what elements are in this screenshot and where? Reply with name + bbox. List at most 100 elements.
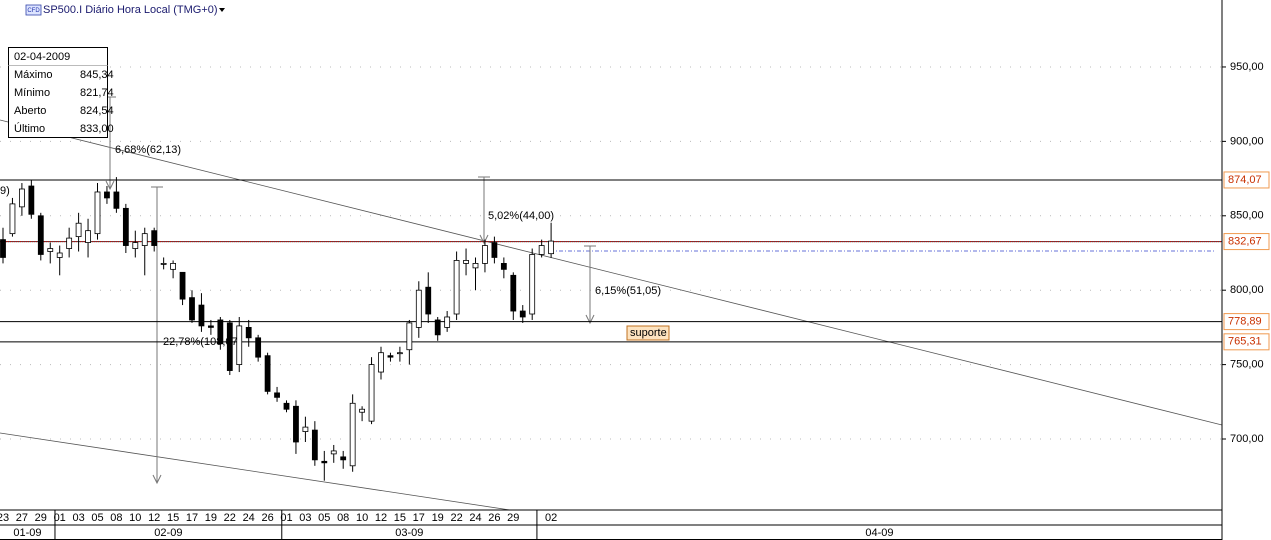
level-label: 765,31 [1228,336,1262,348]
candle-body [359,408,366,413]
candle-body [28,185,35,215]
candle-body [226,322,233,371]
x-tick-label: 05 [318,512,330,524]
annotation: 5,02%(44,00) [488,210,554,222]
candle-body [245,327,252,339]
trend-line [0,432,511,511]
candle-body [198,304,205,327]
x-tick-label: 24 [469,512,481,524]
x-tick-label: 08 [337,512,349,524]
level-label-box [1223,233,1270,251]
candle-body [122,207,129,246]
month-label: 02-09 [154,527,182,539]
candle-body [47,248,54,252]
candle-body [283,402,290,410]
x-tick-label: 19 [432,512,444,524]
candle-body [255,337,262,358]
candle-body [236,325,243,366]
candle-body [415,289,422,328]
level-label-box [1223,313,1270,331]
candle-body [321,460,328,464]
candle-body [9,203,16,235]
cfd-icon-text: CFD [27,8,40,14]
cfd-icon [25,4,42,16]
x-tick-label: 12 [148,512,160,524]
candle-body [491,242,498,258]
month-label: 03-09 [395,527,423,539]
annotation-box [626,325,670,341]
header[interactable]: CFD SP500.I Diário Hora Local (TMG+0) [25,4,225,16]
candle-body [406,322,413,351]
candle-body [56,252,63,258]
candle-body [132,242,139,249]
x-tick-label: 05 [91,512,103,524]
y-tick-label: 700,00 [1230,433,1264,445]
candle-body [160,263,167,265]
x-tick-label: 03 [299,512,311,524]
info-box: 02-04-2009 Máximo 845,34 Mínimo 821,74 A… [8,47,114,138]
info-value: 821,74 [80,87,114,99]
level-label: 832,67 [1228,235,1262,247]
x-tick-label: 26 [261,512,273,524]
dropdown-arrow[interactable] [219,8,225,12]
candle-body [189,297,195,321]
candle-body [519,310,526,318]
x-tick-label: 27 [16,512,28,524]
info-value: 824,54 [80,105,114,117]
x-tick-label: 15 [394,512,406,524]
candle-body [0,239,6,258]
candle-body [434,319,441,336]
annotation: 6,15%(51,05) [595,285,661,297]
candle-body [529,254,536,315]
candle-body [113,191,120,209]
candle-body [311,429,318,461]
candle-body [340,456,347,461]
candle-body [217,319,224,345]
info-date: 02-04-2009 [14,51,70,63]
candle-body [538,245,545,255]
candle-body [94,191,101,235]
candle-body [66,237,73,249]
candle-body [141,233,148,246]
level-label-box [1223,171,1270,189]
candle-body [274,392,280,398]
x-tick-label: 26 [488,512,500,524]
x-tick-label: 10 [129,512,141,524]
header-title[interactable]: SP500.I Diário Hora Local (TMG+0) [43,4,218,16]
candle-body [75,222,82,238]
annotation: 9) [0,185,10,197]
candle-body [330,450,337,455]
level-label-box [1223,333,1270,351]
info-value: 845,34 [80,69,114,81]
candle-body [425,286,432,315]
x-tick-label: 03 [72,512,84,524]
candle-body [151,230,158,246]
candle-body [302,426,309,432]
candle-body [444,316,451,328]
x-tick-label: 29 [507,512,519,524]
candle-body [207,325,214,328]
x-tick-label: 23 [0,512,9,524]
x-tick-label: 15 [167,512,179,524]
x-tick-label: 08 [110,512,122,524]
candle-body [104,191,110,199]
candle-body [37,215,44,255]
candle-body [387,355,394,358]
candle-body [368,364,375,422]
annotation: suporte [630,327,667,339]
info-box-frame [8,47,108,138]
candle-body [349,402,356,467]
x-tick-label: 17 [186,512,198,524]
candle-body [500,263,507,270]
trend-line [0,119,1223,426]
info-label: Máximo [14,69,53,81]
month-label: 04-09 [865,527,893,539]
candle-body [378,352,384,373]
month-label: 01-09 [13,527,41,539]
candle-body [548,240,554,255]
x-tick-label: 17 [413,512,425,524]
info-label: Último [14,122,45,135]
y-tick-label: 950,00 [1230,61,1264,73]
x-tick-label: 29 [35,512,47,524]
